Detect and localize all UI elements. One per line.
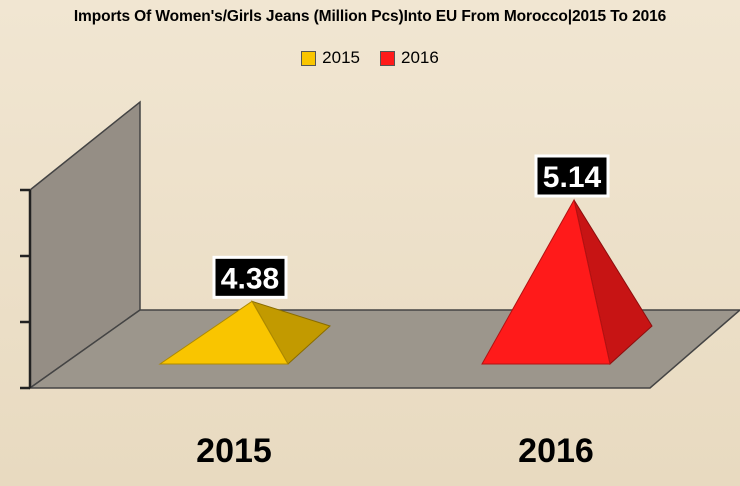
chart-title: Imports Of Women's/Girls Jeans (Million … bbox=[73, 8, 667, 25]
x-tick-label-2016: 2016 bbox=[518, 432, 594, 470]
bar-2015 bbox=[158, 300, 289, 365]
legend-label-2015: 2015 bbox=[322, 48, 360, 67]
bar-2016 bbox=[481, 198, 611, 365]
data-label-2015: 4.38 bbox=[221, 262, 279, 295]
data-label-box-2016 bbox=[534, 154, 610, 198]
legend-item-2016: 2016 bbox=[380, 48, 439, 68]
legend: 2015 2016 bbox=[0, 48, 740, 68]
data-label-2016: 5.14 bbox=[543, 161, 602, 194]
legend-item-2015: 2015 bbox=[301, 48, 360, 68]
legend-label-2016: 2016 bbox=[401, 48, 439, 67]
x-tick-label-2015: 2015 bbox=[196, 432, 272, 470]
legend-swatch-2016 bbox=[380, 50, 395, 66]
data-label-box-2015 bbox=[212, 255, 288, 299]
legend-swatch-2015 bbox=[301, 50, 317, 66]
